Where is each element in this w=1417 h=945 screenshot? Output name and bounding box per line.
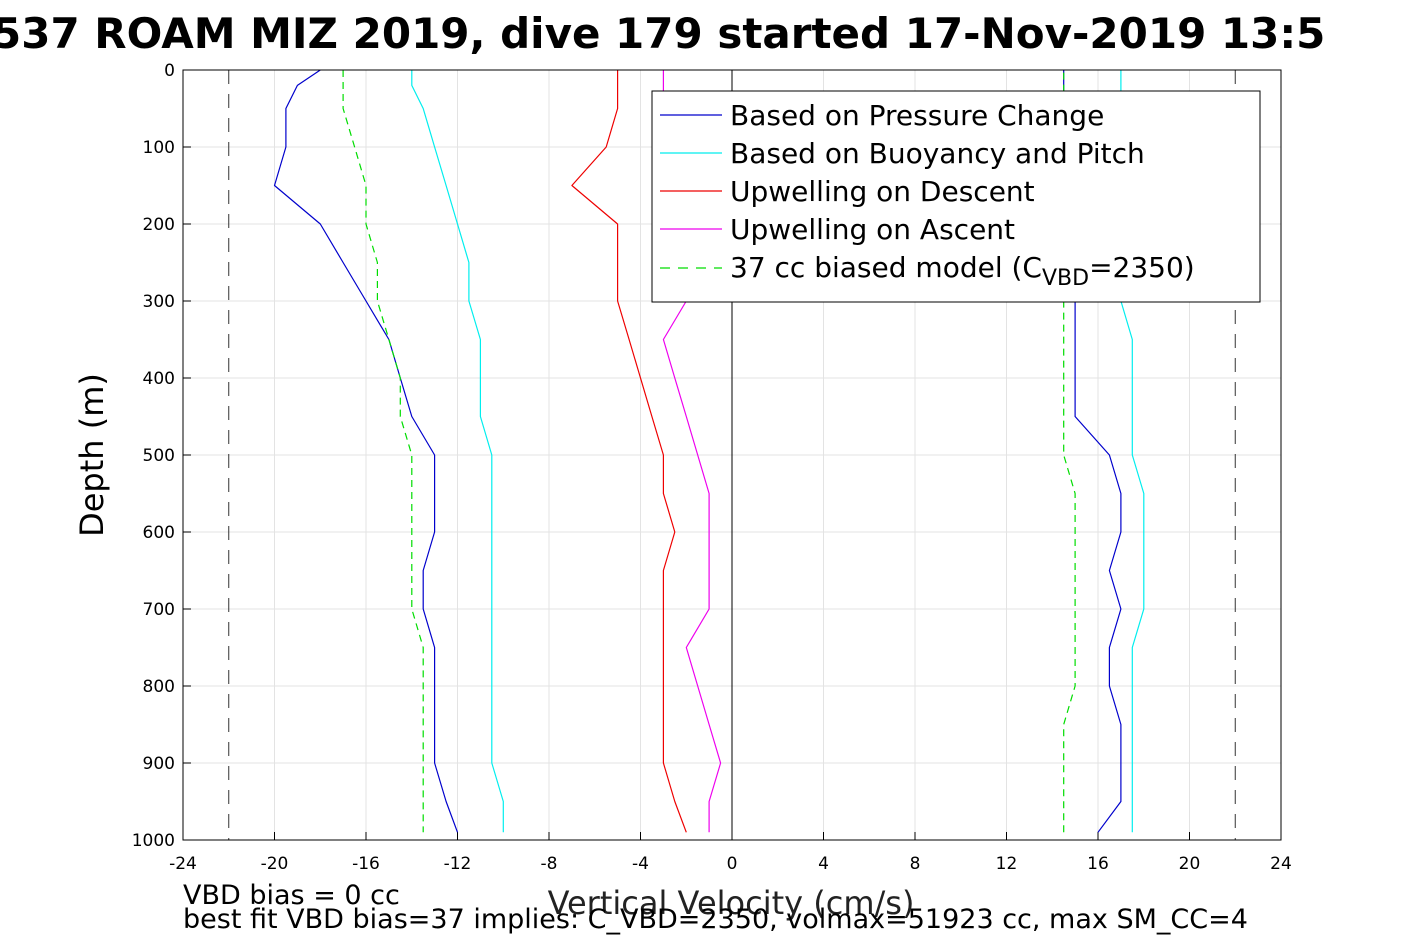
plot-frame [182, 69, 1282, 841]
best-fit-annotation: best fit VBD bias=37 implies: C_VBD=2350… [183, 904, 1248, 935]
y-tick-label: 200 [143, 215, 175, 235]
x-tick-label: 16 [1087, 854, 1109, 874]
legend-label-biased-model: 37 cc biased model (CVBD=2350) [730, 251, 1195, 291]
legend-label-biased-model-main: 37 cc biased model (C [730, 251, 1042, 284]
x-tick-label: 24 [1270, 854, 1292, 874]
legend-label-pressure: Based on Pressure Change [730, 99, 1104, 132]
y-tick-label: 500 [143, 446, 175, 466]
x-tick-label: 12 [996, 854, 1018, 874]
y-tick-label: 400 [143, 369, 175, 389]
y-tick-label: 600 [143, 523, 175, 543]
legend: Based on Pressure Change Based on Buoyan… [651, 90, 1261, 303]
x-axis-label: Vertical Velocity (cm/s) [548, 884, 915, 922]
chart-title: 537 ROAM MIZ 2019, dive 179 started 17-N… [0, 9, 1325, 58]
series-based-on-pressure-change-descent [273, 69, 459, 833]
vbd-bias-annotation: VBD bias = 0 cc [183, 880, 400, 911]
legend-label-biased-model-subscript: VBD [1042, 266, 1089, 291]
series-37-cc-biased-model-c-vbd-2350-ascent [1063, 70, 1076, 833]
series-upwelling-on-descent-descent [571, 70, 687, 833]
legend-label-upwelling-ascent: Upwelling on Ascent [730, 213, 1015, 246]
x-tick-label: 8 [910, 854, 921, 874]
x-tick-labels: -24 -20 -16 -12 -8 -4 0 4 8 12 16 20 24 [169, 854, 1292, 874]
y-tick-label: 0 [164, 61, 175, 81]
legend-box [651, 90, 1261, 303]
x-tick-label: 4 [818, 854, 829, 874]
y-tick-label: 800 [143, 677, 175, 697]
x-tick-label: 0 [727, 854, 738, 874]
x-tick-label: -24 [169, 854, 197, 874]
legend-label-biased-model-tail: =2350) [1089, 251, 1195, 284]
y-tick-labels: 0 100 200 300 400 500 600 700 800 900 1000 [132, 61, 175, 851]
x-tick-label: -4 [632, 854, 649, 874]
x-tick-label: 20 [1179, 854, 1201, 874]
legend-label-upwelling-descent: Upwelling on Descent [730, 175, 1035, 208]
y-tick-label: 700 [143, 600, 175, 620]
x-tick-label: -12 [444, 854, 472, 874]
x-tick-label: -8 [541, 854, 558, 874]
legend-label-buoyancy: Based on Buoyancy and Pitch [730, 137, 1145, 170]
y-axis-label: Depth (m) [73, 373, 111, 537]
y-tick-label: 300 [143, 292, 175, 312]
y-tick-label: 1000 [132, 831, 175, 851]
y-tick-label: 100 [143, 138, 175, 158]
y-tick-label: 900 [143, 754, 175, 774]
series-based-on-buoyancy-and-pitch-descent [411, 70, 504, 833]
x-tick-label: -20 [261, 854, 289, 874]
series-37-cc-biased-model-c-vbd-2350-descent [342, 70, 424, 833]
x-tick-label: -16 [352, 854, 380, 874]
